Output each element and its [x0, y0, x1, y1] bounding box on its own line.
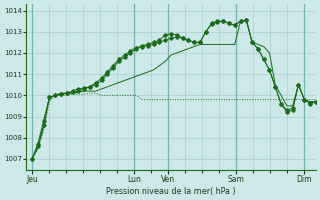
X-axis label: Pression niveau de la mer( hPa ): Pression niveau de la mer( hPa )	[106, 187, 236, 196]
